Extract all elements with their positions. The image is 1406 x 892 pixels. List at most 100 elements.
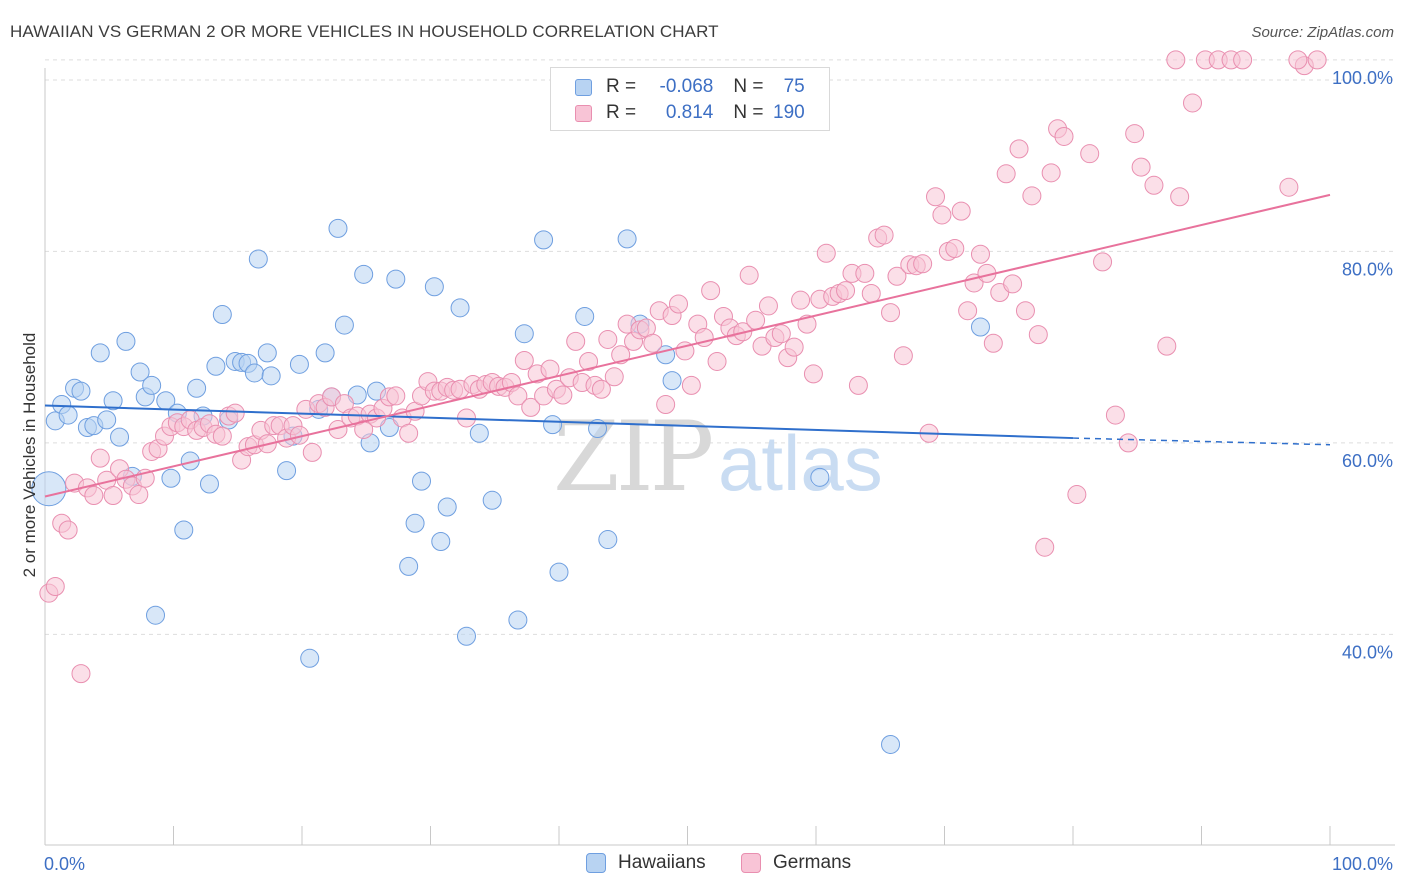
y-axis-label: 2 or more Vehicles in Household: [20, 332, 39, 578]
hawaiians-point: [424, 277, 444, 297]
r-label: R =: [606, 76, 642, 97]
hawaiians-point: [130, 362, 150, 382]
hawaiians-trend-line: [44, 404, 1074, 440]
legend-item-germans[interactable]: Germans: [741, 852, 851, 874]
germans-point: [970, 244, 990, 264]
hawaiians-point: [617, 229, 637, 249]
hawaiians-point: [437, 497, 457, 517]
germans-point: [707, 351, 727, 371]
germans-point: [553, 385, 573, 405]
germans-point: [386, 386, 406, 406]
germans-point: [1144, 175, 1164, 195]
germans-point: [746, 310, 766, 330]
bottom-legend: Hawaiians Germans: [0, 852, 1406, 878]
germans-point: [508, 386, 528, 406]
hawaiians-point: [257, 343, 277, 363]
legend-item-hawaiians[interactable]: Hawaiians: [586, 852, 706, 874]
hawaiians-point: [174, 520, 194, 540]
germans-point: [656, 395, 676, 415]
hawaiians-point: [244, 363, 264, 383]
germans-point: [604, 367, 624, 387]
hawaiians-point: [534, 230, 554, 250]
hawaiians-point: [103, 391, 123, 411]
hawaiians-point: [575, 306, 595, 326]
hawaiians-point: [482, 490, 502, 510]
hawaiians-trend-extension: [1072, 437, 1331, 446]
germans-point: [1028, 325, 1048, 345]
germans-point: [1170, 187, 1190, 207]
germans-point: [887, 266, 907, 286]
germans-point: [71, 664, 91, 684]
watermark-atlas: atlas: [718, 419, 883, 507]
germans-point: [1307, 50, 1327, 70]
hawaiians-point: [315, 343, 335, 363]
hawaiians-point: [206, 356, 226, 376]
y-tick-label: 40.0%: [1342, 642, 1393, 662]
germans-point: [874, 225, 894, 245]
germans-point: [913, 254, 933, 274]
germans-point: [1022, 186, 1042, 206]
germans-legend-swatch: [741, 853, 761, 873]
germans-point: [45, 576, 65, 596]
x-tick-label: 0.0%: [44, 854, 85, 874]
y-tick-label: 100.0%: [1332, 68, 1393, 88]
germans-point: [514, 351, 534, 371]
legend-label: Hawaiians: [618, 852, 706, 873]
germans-point: [996, 164, 1016, 184]
germans-point: [926, 187, 946, 207]
germans-point: [771, 324, 791, 344]
germans-point: [855, 263, 875, 283]
hawaiians-point: [456, 626, 476, 646]
hawaiians-point: [810, 467, 830, 487]
hawaiians-point: [31, 471, 67, 507]
germans-point: [983, 333, 1003, 353]
hawaiians-point: [58, 405, 78, 425]
hawaiians-point: [334, 315, 354, 335]
germans-point: [951, 201, 971, 221]
germans-point: [1233, 50, 1253, 70]
hawaiians-point: [90, 343, 110, 363]
germans-point: [958, 301, 978, 321]
hawaiians-point: [261, 366, 281, 386]
trend-lines: [44, 193, 1331, 498]
germans-point: [945, 238, 965, 258]
source-label: Source: ZipAtlas.com: [1251, 24, 1394, 41]
germans-point: [566, 331, 586, 351]
hawaiians-point: [543, 415, 563, 435]
y-tick-label: 60.0%: [1342, 451, 1393, 471]
germans-point: [861, 283, 881, 303]
germans-point: [212, 426, 232, 446]
germans-point: [681, 375, 701, 395]
tick-labels: 40.0% 60.0% 80.0% 100.0% 0.0% 100.0%: [44, 68, 1393, 874]
germans-point: [1093, 252, 1113, 272]
hawaiians-point: [405, 513, 425, 533]
hawaiians-point: [399, 556, 419, 576]
hawaiians-point: [248, 249, 268, 269]
germans-point: [1105, 405, 1125, 425]
legend-row-germans: R = 0.814 N = 190: [575, 101, 805, 125]
chart-title: HAWAIIAN VS GERMAN 2 OR MORE VEHICLES IN…: [10, 22, 719, 41]
hawaiians-point: [412, 471, 432, 491]
hawaiians-point: [110, 427, 130, 447]
hawaiians-point: [289, 354, 309, 374]
germans-point: [611, 345, 631, 365]
n-label: N =: [733, 102, 769, 123]
germans-point: [540, 359, 560, 379]
hawaiians-swatch: [575, 78, 592, 96]
gridlines: [45, 59, 1395, 635]
germans-point: [58, 520, 78, 540]
r-label: R =: [606, 102, 642, 123]
germans-point: [1009, 139, 1029, 159]
germans-point: [1067, 485, 1087, 505]
germans-point: [1166, 50, 1186, 70]
hawaiians-points: [31, 218, 990, 754]
hawaiians-point: [354, 264, 374, 284]
hawaiians-point: [469, 423, 489, 443]
germans-point: [848, 375, 868, 395]
germans-point: [1003, 274, 1023, 294]
hawaiians-point: [379, 418, 399, 438]
germans-point: [103, 486, 123, 506]
hawaiians-point: [161, 468, 181, 488]
germans-point: [791, 290, 811, 310]
